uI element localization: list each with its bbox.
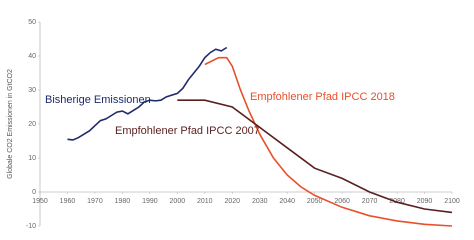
x-tick-label: 1980 bbox=[115, 198, 131, 205]
x-tick-label: 2050 bbox=[307, 198, 323, 205]
x-tick-label: 1960 bbox=[60, 198, 76, 205]
x-tick-label: 1950 bbox=[32, 198, 48, 205]
y-tick-label: 10 bbox=[28, 155, 36, 162]
y-tick-label: 40 bbox=[28, 53, 36, 60]
series-label: Empfohlener Pfad IPCC 2007 bbox=[115, 125, 260, 137]
x-tick-label: 2090 bbox=[417, 198, 433, 205]
x-tick-label: 2020 bbox=[224, 198, 240, 205]
x-tick-label: 2060 bbox=[334, 198, 350, 205]
y-tick-label: 0 bbox=[32, 189, 36, 196]
x-tick-label: 2030 bbox=[252, 198, 268, 205]
x-tick-label: 2000 bbox=[170, 198, 186, 205]
y-tick-label: 50 bbox=[28, 19, 36, 26]
x-tick-label: 2010 bbox=[197, 198, 213, 205]
series-label: Bisherige Emissionen bbox=[45, 94, 151, 106]
series-line bbox=[204, 56, 453, 227]
series-label: Empfohlener Pfad IPCC 2018 bbox=[250, 91, 395, 103]
x-tick-label: 2070 bbox=[362, 198, 378, 205]
series-line bbox=[177, 99, 453, 214]
x-tick-label: 1970 bbox=[87, 198, 103, 205]
y-tick-label: 30 bbox=[28, 87, 36, 94]
x-tick-label: 2080 bbox=[389, 198, 405, 205]
series-line bbox=[67, 46, 228, 141]
y-axis-label: Globale CO2 Emissionen in GtCO2 bbox=[7, 69, 14, 179]
x-tick-label: 1990 bbox=[142, 198, 158, 205]
x-tick-label: 2040 bbox=[279, 198, 295, 205]
x-tick-label: 2100 bbox=[444, 198, 460, 205]
y-tick-label: 20 bbox=[28, 121, 36, 128]
y-tick-label: -10 bbox=[26, 223, 36, 230]
